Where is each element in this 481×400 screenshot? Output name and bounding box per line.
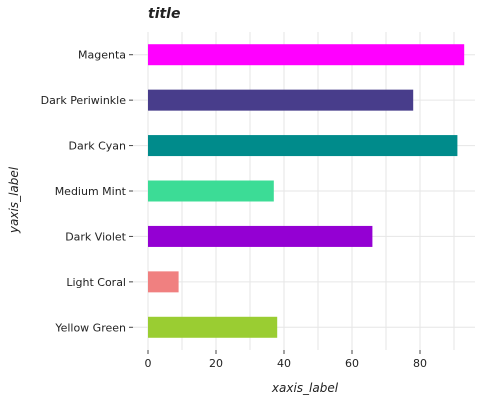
x-axis: 0 20 40 60 80 <box>145 350 427 370</box>
bar-yellow-green <box>148 316 278 338</box>
bar-dark-cyan <box>148 135 458 157</box>
x-tick-label: 40 <box>277 357 291 370</box>
x-tick-label: 0 <box>145 357 152 370</box>
bars <box>148 44 465 338</box>
y-axis-label: yaxis_label <box>7 166 21 234</box>
bar-dark-periwinkle <box>148 89 414 111</box>
y-tick-label: Light Coral <box>66 276 126 289</box>
x-axis-label: xaxis_label <box>271 381 339 395</box>
chart-title: title <box>148 6 180 22</box>
bar-dark-violet <box>148 225 373 247</box>
bar-light-coral <box>148 271 179 293</box>
y-tick-label: Dark Cyan <box>68 140 126 153</box>
y-tick-label: Medium Mint <box>55 185 127 198</box>
x-tick-label: 20 <box>209 357 223 370</box>
y-tick-label: Dark Violet <box>65 230 126 243</box>
y-axis: Yellow Green Light Coral Dark Violet Medium… <box>41 49 133 334</box>
bar-medium-mint <box>148 180 274 202</box>
y-tick-label: Dark Periwinkle <box>41 94 127 107</box>
y-tick-label: Magenta <box>78 49 126 62</box>
y-tick-label: Yellow Green <box>54 321 126 334</box>
x-tick-label: 80 <box>413 357 427 370</box>
bar-magenta <box>148 44 465 66</box>
x-tick-label: 60 <box>345 357 359 370</box>
